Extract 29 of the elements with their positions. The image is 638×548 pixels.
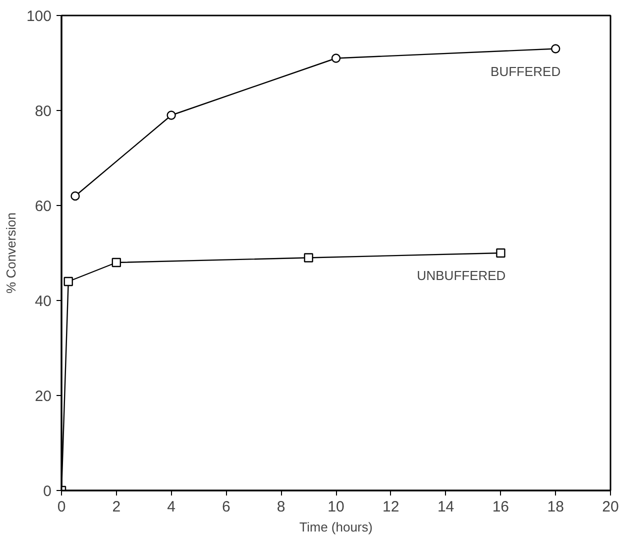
series-label: BUFFERED <box>490 64 561 79</box>
x-tick-label: 16 <box>492 498 510 516</box>
x-tick-label: 20 <box>602 498 619 516</box>
y-tick-label: 60 <box>34 198 52 215</box>
x-tick-label: 4 <box>167 498 176 516</box>
x-axis-title: Time (hours) <box>299 520 373 534</box>
point <box>496 248 506 258</box>
x-tick-label: 12 <box>382 498 400 516</box>
point <box>64 276 73 286</box>
x-tick-label: 8 <box>276 498 286 516</box>
x-tick-label: 6 <box>222 498 230 516</box>
y-tick-label: 80 <box>34 103 52 120</box>
y-tick-label: 40 <box>34 293 52 310</box>
point <box>304 253 314 262</box>
point <box>112 258 121 268</box>
point <box>166 110 176 120</box>
x-tick-label: 10 <box>328 498 344 516</box>
x-tick-label: 14 <box>437 498 454 516</box>
x-tick-label: 18 <box>547 498 564 516</box>
y-tick-label: 0 <box>43 483 52 500</box>
point <box>70 191 80 201</box>
y-axis-title: % Conversion <box>3 212 18 294</box>
x-tick-label: 0 <box>57 498 66 516</box>
point <box>551 44 560 54</box>
x-tick-label: 2 <box>112 498 121 516</box>
y-tick-label: 100 <box>26 8 52 25</box>
y-tick-label: 20 <box>34 388 52 405</box>
series-label: UNBUFFERED <box>416 268 506 283</box>
point <box>331 54 341 63</box>
